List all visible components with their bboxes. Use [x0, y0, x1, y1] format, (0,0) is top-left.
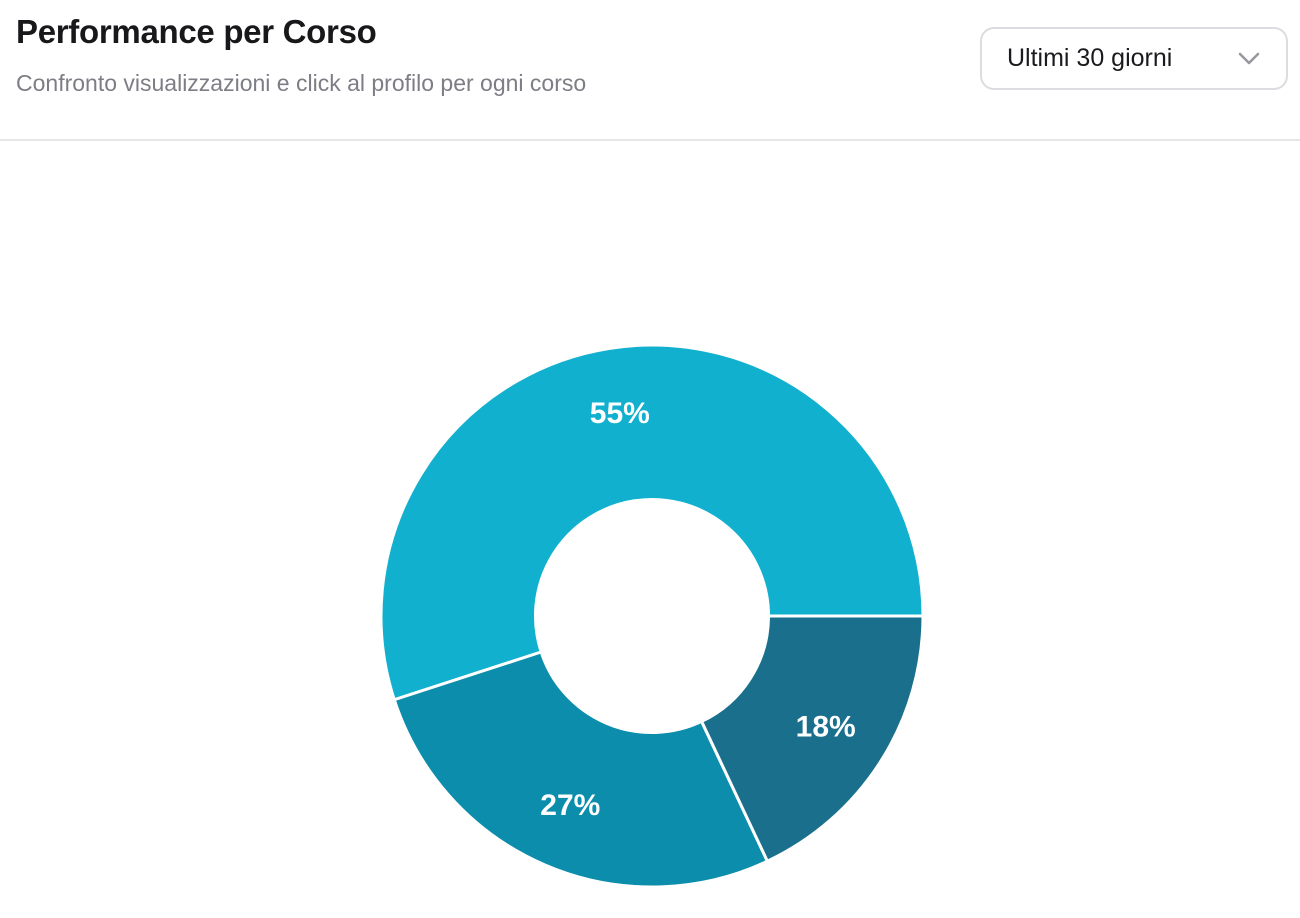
card-header: Performance per Corso Confronto visualiz…	[16, 10, 586, 97]
donut-chart: 55% 27% 18%	[379, 343, 925, 889]
page-subtitle: Confronto visualizzazioni e click al pro…	[16, 70, 587, 96]
period-select[interactable]: Ultimi 30 giorni	[980, 27, 1288, 90]
donut-slice-label-0: 55%	[590, 397, 650, 430]
chart-area: 55% 27% 18%	[0, 140, 1300, 918]
chevron-down-icon	[1238, 52, 1260, 65]
page-title: Performance per Corso	[16, 13, 377, 50]
donut-slice-0[interactable]	[379, 343, 925, 702]
period-select-value: Ultimi 30 giorni	[1007, 44, 1173, 72]
donut-slice-label-1: 27%	[540, 789, 600, 822]
donut-slice-2[interactable]	[700, 614, 925, 863]
header-divider	[0, 139, 1300, 141]
donut-slice-1[interactable]	[392, 650, 769, 889]
donut-slice-label-2: 18%	[796, 710, 856, 743]
